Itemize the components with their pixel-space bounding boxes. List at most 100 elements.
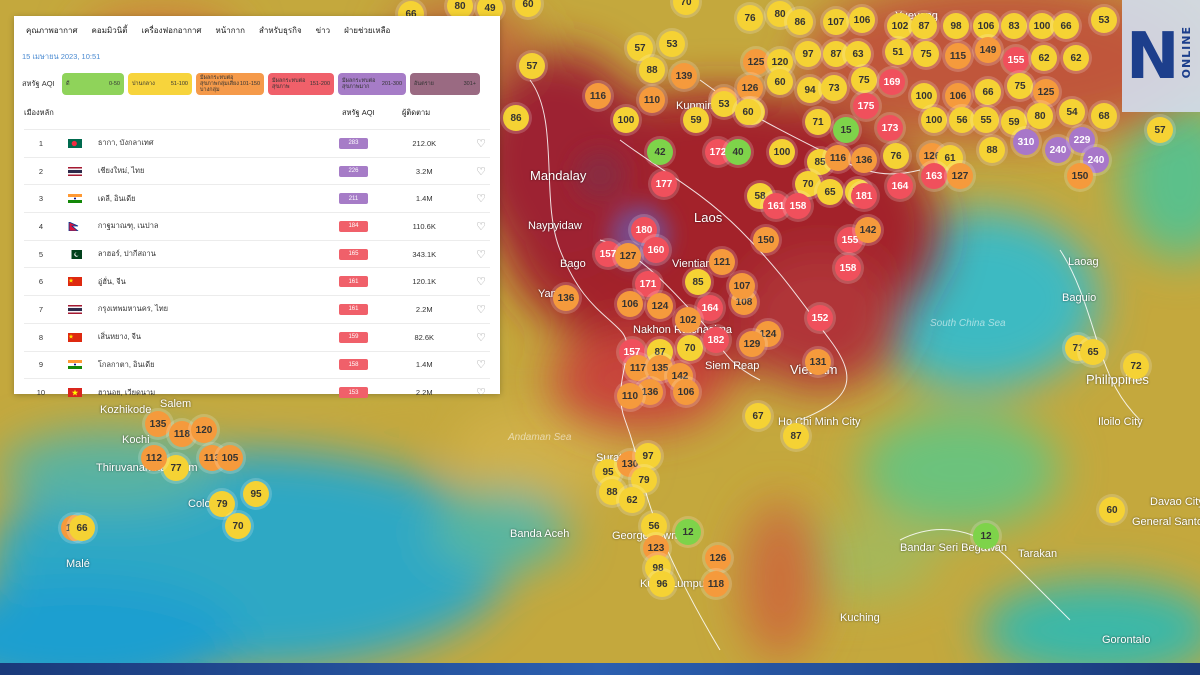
aqi-station-marker[interactable]: 116 xyxy=(825,145,851,171)
aqi-station-marker[interactable]: 70 xyxy=(673,0,699,15)
heart-icon[interactable]: ♡ xyxy=(476,220,486,233)
aqi-station-marker[interactable]: 51 xyxy=(885,39,911,65)
aqi-station-marker[interactable]: 71 xyxy=(805,109,831,135)
aqi-station-marker[interactable]: 100 xyxy=(1029,13,1055,39)
aqi-station-marker[interactable]: 49 xyxy=(477,0,503,21)
aqi-station-marker[interactable]: 126 xyxy=(737,75,763,101)
table-row[interactable]: 6 อู่ฮั่น, จีน 161 120.1K ♡ xyxy=(24,267,490,295)
aqi-station-marker[interactable]: 150 xyxy=(1067,163,1093,189)
aqi-station-marker[interactable]: 181 xyxy=(851,183,877,209)
aqi-station-marker[interactable]: 182 xyxy=(703,327,729,353)
aqi-station-marker[interactable]: 136 xyxy=(851,147,877,173)
aqi-station-marker[interactable]: 86 xyxy=(503,105,529,131)
nav-item[interactable]: หน้ากาก xyxy=(215,26,245,35)
table-row[interactable]: 5 ลาฮอร์, ปากีสถาน 165 343.1K ♡ xyxy=(24,239,490,268)
aqi-station-marker[interactable]: 57 xyxy=(519,53,545,79)
aqi-station-marker[interactable]: 12 xyxy=(973,523,999,549)
aqi-station-marker[interactable]: 110 xyxy=(617,383,643,409)
aqi-station-marker[interactable]: 60 xyxy=(767,69,793,95)
aqi-station-marker[interactable]: 72 xyxy=(1123,353,1149,379)
aqi-station-marker[interactable]: 67 xyxy=(745,403,771,429)
aqi-station-marker[interactable]: 116 xyxy=(585,83,611,109)
aqi-station-marker[interactable]: 163 xyxy=(921,163,947,189)
aqi-station-marker[interactable]: 87 xyxy=(783,423,809,449)
aqi-station-marker[interactable]: 96 xyxy=(649,571,675,597)
aqi-station-marker[interactable]: 106 xyxy=(973,13,999,39)
aqi-station-marker[interactable]: 97 xyxy=(635,443,661,469)
heart-icon[interactable]: ♡ xyxy=(476,331,486,344)
aqi-station-marker[interactable]: 121 xyxy=(709,249,735,275)
aqi-station-marker[interactable]: 100 xyxy=(921,107,947,133)
aqi-station-marker[interactable]: 240 xyxy=(1045,137,1071,163)
table-row[interactable]: 4 กาฐมาณฑุ, เนปาล 184 110.6K ♡ xyxy=(24,212,490,240)
aqi-station-marker[interactable]: 88 xyxy=(979,137,1005,163)
aqi-station-marker[interactable]: 102 xyxy=(887,13,913,39)
aqi-station-marker[interactable]: 55 xyxy=(973,107,999,133)
aqi-station-marker[interactable]: 229 xyxy=(1069,127,1095,153)
aqi-station-marker[interactable]: 100 xyxy=(769,139,795,165)
aqi-station-marker[interactable]: 56 xyxy=(641,513,667,539)
aqi-station-marker[interactable]: 70 xyxy=(795,171,821,197)
aqi-station-marker[interactable]: 65 xyxy=(817,179,843,205)
aqi-station-marker[interactable]: 100 xyxy=(911,83,937,109)
aqi-station-marker[interactable]: 112 xyxy=(141,445,167,471)
table-row[interactable]: 1 ธากา, บังกลาเทศ 283 212.0K ♡ xyxy=(24,129,490,157)
aqi-station-marker[interactable]: 152 xyxy=(807,305,833,331)
aqi-station-marker[interactable]: 57 xyxy=(1147,117,1173,143)
table-row[interactable]: 3 เดลี, อินเดีย 211 1.4M ♡ xyxy=(24,184,490,212)
aqi-station-marker[interactable]: 115 xyxy=(945,43,971,69)
aqi-station-marker[interactable]: 131 xyxy=(805,349,831,375)
table-row[interactable]: 10 ฮานอย, เวียดนาม 153 2.2M ♡ xyxy=(24,378,490,406)
aqi-station-marker[interactable]: 15 xyxy=(833,117,859,143)
aqi-station-marker[interactable]: 60 xyxy=(1099,497,1125,523)
aqi-station-marker[interactable]: 60 xyxy=(515,0,541,17)
aqi-station-marker[interactable]: 135 xyxy=(145,411,171,437)
aqi-station-marker[interactable]: 150 xyxy=(753,227,779,253)
aqi-station-marker[interactable]: 149 xyxy=(975,37,1001,63)
aqi-station-marker[interactable]: 54 xyxy=(1059,99,1085,125)
aqi-station-marker[interactable]: 66 xyxy=(69,515,95,541)
nav-item[interactable]: ข่าว xyxy=(315,26,331,35)
aqi-station-marker[interactable]: 142 xyxy=(855,217,881,243)
nav-item[interactable]: ฝ่ายช่วยเหลือ xyxy=(344,26,391,35)
aqi-station-marker[interactable]: 175 xyxy=(853,93,879,119)
heart-icon[interactable]: ♡ xyxy=(476,387,486,400)
aqi-station-marker[interactable]: 117 xyxy=(625,355,651,381)
aqi-station-marker[interactable]: 171 xyxy=(635,271,661,297)
aqi-station-marker[interactable]: 80 xyxy=(1027,103,1053,129)
aqi-station-marker[interactable]: 118 xyxy=(169,421,195,447)
aqi-station-marker[interactable]: 75 xyxy=(851,67,877,93)
aqi-station-marker[interactable]: 75 xyxy=(913,41,939,67)
aqi-station-marker[interactable]: 86 xyxy=(787,9,813,35)
aqi-station-marker[interactable]: 177 xyxy=(651,171,677,197)
aqi-station-marker[interactable]: 107 xyxy=(823,9,849,35)
aqi-station-marker[interactable]: 106 xyxy=(673,379,699,405)
aqi-station-marker[interactable]: 56 xyxy=(949,107,975,133)
aqi-station-marker[interactable]: 158 xyxy=(835,255,861,281)
aqi-station-marker[interactable]: 129 xyxy=(739,331,765,357)
aqi-station-marker[interactable]: 80 xyxy=(447,0,473,19)
aqi-station-marker[interactable]: 127 xyxy=(947,163,973,189)
aqi-station-marker[interactable]: 169 xyxy=(879,69,905,95)
aqi-station-marker[interactable]: 125 xyxy=(1033,79,1059,105)
aqi-station-marker[interactable]: 53 xyxy=(1091,7,1117,33)
aqi-station-marker[interactable]: 73 xyxy=(821,75,847,101)
aqi-station-marker[interactable]: 63 xyxy=(845,41,871,67)
aqi-station-marker[interactable]: 79 xyxy=(209,491,235,517)
table-row[interactable]: 9 โกลกาตา, อินเดีย 158 1.4M ♡ xyxy=(24,350,490,379)
aqi-station-marker[interactable]: 12 xyxy=(675,519,701,545)
table-row[interactable]: 7 กรุงเทพมหานคร, ไทย 161 2.2M ♡ xyxy=(24,295,490,323)
aqi-station-marker[interactable]: 88 xyxy=(639,57,665,83)
aqi-station-marker[interactable]: 94 xyxy=(797,77,823,103)
nav-item[interactable]: สำหรับธุรกิจ xyxy=(258,26,302,35)
aqi-station-marker[interactable]: 173 xyxy=(877,115,903,141)
aqi-station-marker[interactable]: 310 xyxy=(1013,129,1039,155)
aqi-station-marker[interactable]: 155 xyxy=(1003,47,1029,73)
aqi-station-marker[interactable]: 161 xyxy=(763,193,789,219)
heart-icon[interactable]: ♡ xyxy=(476,193,486,206)
aqi-station-marker[interactable]: 139 xyxy=(671,63,697,89)
aqi-station-marker[interactable]: 85 xyxy=(685,269,711,295)
aqi-station-marker[interactable]: 53 xyxy=(659,31,685,57)
aqi-station-marker[interactable]: 160 xyxy=(643,237,669,263)
